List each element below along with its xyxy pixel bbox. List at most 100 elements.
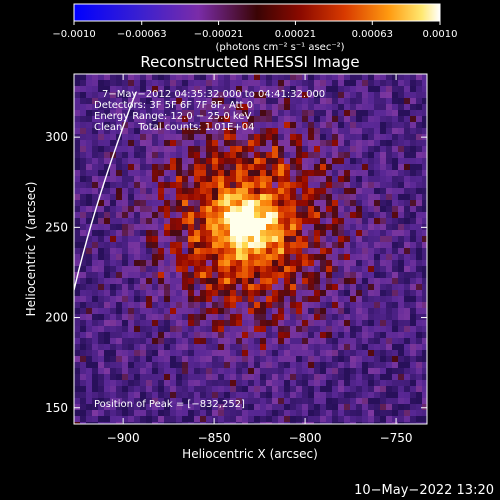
- image-pixel: [194, 314, 200, 320]
- image-pixel: [164, 338, 170, 344]
- image-pixel: [200, 302, 206, 308]
- image-pixel: [134, 296, 140, 302]
- image-pixel: [224, 386, 230, 392]
- image-pixel: [74, 422, 80, 424]
- image-pixel: [242, 74, 248, 80]
- image-pixel: [296, 206, 302, 212]
- image-pixel: [98, 98, 104, 104]
- image-pixel: [362, 248, 368, 254]
- image-pixel: [404, 272, 410, 278]
- image-pixel: [134, 116, 140, 122]
- image-pixel: [356, 398, 362, 404]
- image-pixel: [224, 134, 230, 140]
- image-pixel: [362, 416, 368, 422]
- image-pixel: [110, 314, 116, 320]
- image-pixel: [218, 236, 224, 242]
- image-pixel: [260, 368, 266, 374]
- image-pixel: [110, 326, 116, 332]
- image-pixel: [200, 422, 206, 424]
- image-pixel: [212, 398, 218, 404]
- image-pixel: [302, 386, 308, 392]
- image-pixel: [260, 278, 266, 284]
- image-pixel: [74, 176, 80, 182]
- image-pixel: [260, 410, 266, 416]
- image-pixel: [206, 170, 212, 176]
- image-pixel: [212, 326, 218, 332]
- image-pixel: [230, 404, 236, 410]
- image-pixel: [146, 134, 152, 140]
- image-pixel: [98, 218, 104, 224]
- image-pixel: [422, 80, 427, 86]
- image-pixel: [416, 242, 422, 248]
- image-pixel: [140, 98, 146, 104]
- image-pixel: [368, 128, 374, 134]
- image-pixel: [326, 302, 332, 308]
- image-pixel: [248, 104, 254, 110]
- image-pixel: [128, 224, 134, 230]
- image-pixel: [386, 206, 392, 212]
- image-pixel: [86, 218, 92, 224]
- image-pixel: [356, 326, 362, 332]
- image-pixel: [260, 302, 266, 308]
- image-pixel: [290, 326, 296, 332]
- image-pixel: [194, 332, 200, 338]
- image-pixel: [356, 290, 362, 296]
- image-pixel: [248, 272, 254, 278]
- image-pixel: [290, 212, 296, 218]
- image-pixel: [386, 200, 392, 206]
- image-pixel: [416, 308, 422, 314]
- image-pixel: [296, 314, 302, 320]
- image-pixel: [212, 314, 218, 320]
- image-pixel: [176, 296, 182, 302]
- image-pixel: [224, 350, 230, 356]
- image-pixel: [410, 332, 416, 338]
- image-pixel: [338, 236, 344, 242]
- image-pixel: [200, 344, 206, 350]
- image-pixel: [152, 158, 158, 164]
- image-pixel: [416, 254, 422, 260]
- image-pixel: [362, 242, 368, 248]
- image-pixel: [152, 176, 158, 182]
- image-pixel: [182, 410, 188, 416]
- image-pixel: [242, 374, 248, 380]
- image-pixel: [284, 218, 290, 224]
- image-pixel: [140, 320, 146, 326]
- image-pixel: [98, 356, 104, 362]
- image-pixel: [176, 116, 182, 122]
- image-pixel: [404, 374, 410, 380]
- image-pixel: [212, 380, 218, 386]
- image-pixel: [248, 410, 254, 416]
- image-pixel: [320, 416, 326, 422]
- image-pixel: [398, 74, 404, 80]
- image-pixel: [410, 116, 416, 122]
- image-pixel: [350, 122, 356, 128]
- image-pixel: [284, 116, 290, 122]
- image-pixel: [104, 218, 110, 224]
- image-pixel: [104, 164, 110, 170]
- image-pixel: [422, 416, 427, 422]
- image-pixel: [398, 230, 404, 236]
- image-pixel: [290, 152, 296, 158]
- image-pixel: [302, 224, 308, 230]
- image-pixel: [380, 302, 386, 308]
- image-pixel: [248, 230, 254, 236]
- image-pixel: [302, 218, 308, 224]
- image-pixel: [116, 170, 122, 176]
- image-pixel: [314, 272, 320, 278]
- image-pixel: [128, 314, 134, 320]
- image-pixel: [374, 302, 380, 308]
- image-pixel: [128, 212, 134, 218]
- image-pixel: [104, 410, 110, 416]
- image-pixel: [206, 98, 212, 104]
- image-pixel: [260, 128, 266, 134]
- image-pixel: [182, 224, 188, 230]
- image-pixel: [260, 422, 266, 424]
- image-pixel: [80, 272, 86, 278]
- image-pixel: [224, 296, 230, 302]
- image-pixel: [332, 146, 338, 152]
- image-pixel: [392, 356, 398, 362]
- image-pixel: [158, 74, 164, 80]
- image-pixel: [164, 236, 170, 242]
- image-pixel: [296, 398, 302, 404]
- image-pixel: [188, 416, 194, 422]
